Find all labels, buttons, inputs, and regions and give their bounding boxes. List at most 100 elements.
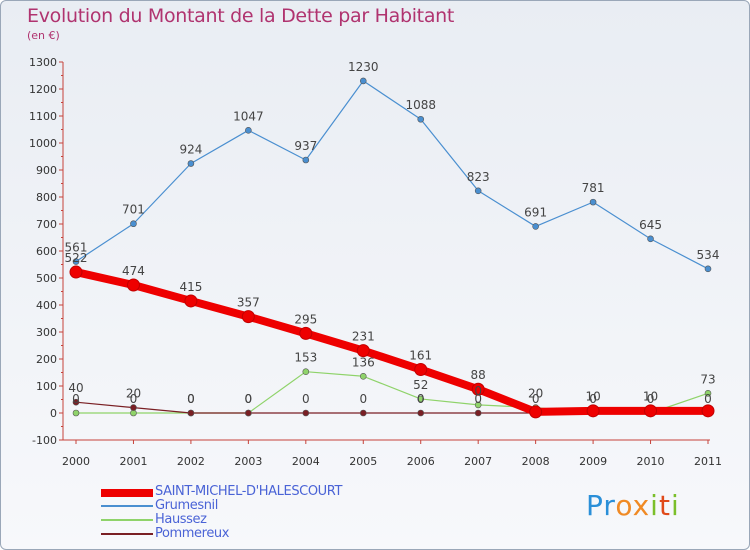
data-point bbox=[184, 294, 198, 308]
data-label: 20 bbox=[528, 387, 543, 401]
y-tick-label: 900 bbox=[36, 164, 57, 177]
chart-unit: (en €) bbox=[27, 29, 60, 42]
logo-letter: o bbox=[615, 489, 633, 522]
data-label: 0 bbox=[532, 392, 540, 406]
data-point bbox=[130, 404, 137, 411]
data-label: 0 bbox=[245, 392, 253, 406]
x-tick-label: 2011 bbox=[694, 455, 722, 468]
data-point bbox=[299, 326, 313, 340]
y-tick-label: -100 bbox=[32, 434, 57, 447]
data-point bbox=[474, 187, 482, 195]
data-point bbox=[245, 409, 252, 417]
data-label: 20 bbox=[126, 387, 141, 401]
data-label: 52 bbox=[413, 378, 428, 392]
x-tick-label: 2010 bbox=[637, 455, 665, 468]
data-label: 153 bbox=[294, 351, 317, 365]
y-tick-label: 0 bbox=[50, 407, 57, 420]
data-label: 73 bbox=[700, 372, 715, 386]
data-point bbox=[356, 344, 370, 358]
legend-label: Haussez bbox=[155, 512, 207, 527]
data-point bbox=[187, 160, 195, 167]
data-label: 357 bbox=[237, 296, 260, 310]
data-label: 0 bbox=[704, 392, 712, 406]
data-point bbox=[302, 409, 310, 417]
x-tick-label: 2002 bbox=[177, 455, 205, 468]
data-point bbox=[474, 409, 482, 417]
data-point bbox=[302, 368, 310, 375]
legend-swatch bbox=[101, 533, 153, 535]
line-chart: -100010020030040050060070080090010001100… bbox=[29, 56, 722, 468]
data-label: 701 bbox=[122, 203, 145, 217]
chart-title: Evolution du Montant de la Dette par Hab… bbox=[27, 5, 455, 27]
data-point bbox=[589, 198, 597, 206]
data-point bbox=[417, 395, 425, 403]
data-label: 161 bbox=[409, 349, 432, 363]
data-label: 691 bbox=[524, 205, 547, 219]
logo-letter: i bbox=[670, 489, 680, 522]
logo-letter: r bbox=[603, 489, 616, 522]
data-point bbox=[72, 398, 80, 406]
data-label: 0 bbox=[187, 392, 195, 406]
data-label: 0 bbox=[474, 384, 482, 398]
data-point bbox=[586, 404, 600, 418]
legend-label: Grumesnil bbox=[155, 498, 218, 513]
x-tick-label: 2007 bbox=[464, 455, 492, 468]
data-point bbox=[414, 363, 428, 377]
data-label: 0 bbox=[359, 392, 367, 406]
data-point bbox=[471, 382, 485, 396]
data-label: 522 bbox=[65, 251, 88, 265]
data-point bbox=[359, 372, 367, 380]
data-point bbox=[704, 389, 712, 397]
data-point bbox=[529, 405, 543, 419]
data-label: 0 bbox=[647, 392, 655, 406]
x-tick-label: 2000 bbox=[62, 455, 90, 468]
y-tick-label: 100 bbox=[36, 380, 57, 393]
data-point bbox=[417, 115, 425, 123]
data-label: 823 bbox=[467, 170, 490, 184]
y-tick-label: 400 bbox=[36, 299, 57, 312]
legend-label: Pommereux bbox=[155, 526, 230, 541]
data-label: 0 bbox=[302, 392, 310, 406]
data-label: 40 bbox=[68, 381, 83, 395]
data-label: 415 bbox=[179, 280, 202, 294]
y-tick-label: 600 bbox=[36, 245, 57, 258]
data-point bbox=[245, 127, 252, 134]
data-label: 0 bbox=[72, 392, 80, 406]
data-label: 88 bbox=[471, 368, 486, 382]
series-line bbox=[75, 371, 709, 414]
x-tick-label: 2003 bbox=[234, 455, 262, 468]
data-label: 0 bbox=[417, 392, 425, 406]
data-label: 10 bbox=[643, 389, 658, 403]
legend-label: SAINT-MICHEL-D'HALESCOURT bbox=[155, 484, 343, 499]
data-point bbox=[126, 278, 140, 292]
data-label: 561 bbox=[65, 241, 88, 255]
x-tick-label: 2005 bbox=[349, 455, 377, 468]
x-tick-label: 2009 bbox=[579, 455, 607, 468]
x-tick-label: 2008 bbox=[522, 455, 550, 468]
data-point bbox=[69, 265, 83, 279]
y-tick-label: 300 bbox=[36, 326, 57, 339]
data-label: 136 bbox=[352, 355, 375, 369]
logo-letter: P bbox=[586, 489, 604, 522]
x-tick-label: 2006 bbox=[407, 455, 435, 468]
data-label: 0 bbox=[589, 392, 597, 406]
data-point bbox=[187, 409, 195, 417]
y-tick-label: 500 bbox=[36, 272, 57, 285]
data-label: 1088 bbox=[405, 98, 436, 112]
data-label: 937 bbox=[294, 139, 317, 153]
data-label: 0 bbox=[474, 392, 482, 406]
logo-letter: x bbox=[632, 489, 651, 522]
y-tick-label: 1000 bbox=[29, 137, 57, 150]
data-point bbox=[302, 156, 310, 164]
data-point bbox=[359, 77, 367, 85]
data-point bbox=[72, 258, 80, 265]
series-line bbox=[72, 268, 712, 416]
data-label: 0 bbox=[187, 392, 195, 406]
logo-letter: t bbox=[658, 489, 671, 522]
proxiti-logo: Proxiti bbox=[586, 489, 680, 522]
data-point bbox=[417, 409, 425, 417]
data-label: 231 bbox=[352, 330, 375, 344]
legend-swatch bbox=[101, 489, 153, 497]
logo-letter: i bbox=[650, 489, 659, 522]
data-point bbox=[532, 223, 539, 230]
